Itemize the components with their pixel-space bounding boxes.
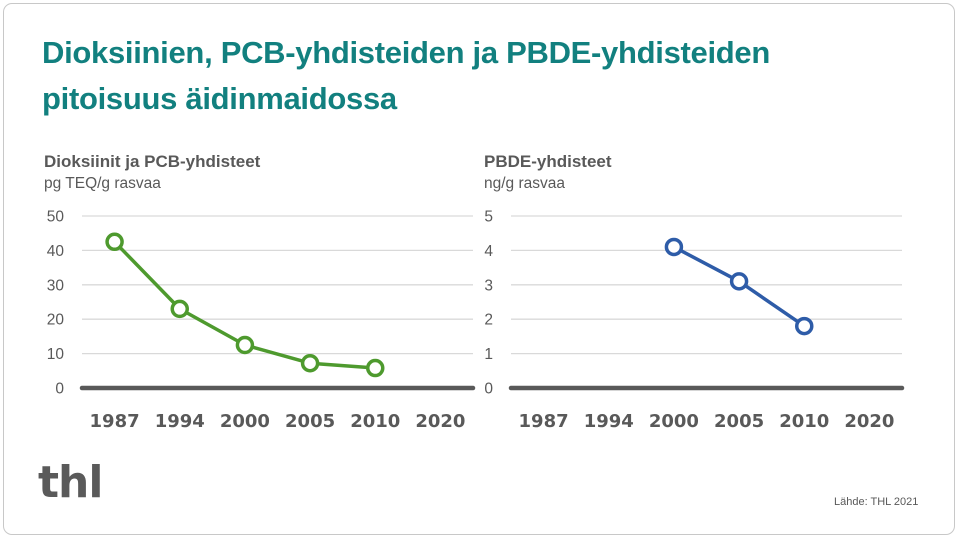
y-tick-label: 40 [47, 243, 65, 260]
right-chart-unit: ng/g rasvaa [484, 175, 565, 192]
x-tick-label: 1987 [90, 411, 140, 432]
data-point-marker [300, 353, 320, 373]
x-tick-label: 1987 [519, 411, 569, 432]
x-tick-label: 2020 [415, 411, 465, 432]
data-point-marker [366, 358, 385, 378]
title-line-2: pitoisuus äidinmaidossa [42, 81, 397, 116]
x-tick-label: 2000 [220, 411, 270, 432]
y-tick-label: 2 [484, 312, 493, 329]
title-line-1: Dioksiinien, PCB-yhdisteiden ja PBDE-yhd… [42, 35, 771, 70]
left-chart-heading: Dioksiinit ja PCB-yhdisteet [44, 152, 261, 171]
page-title: Dioksiinien, PCB-yhdisteiden ja PBDE-yhd… [42, 30, 922, 122]
x-tick-label: 2020 [844, 411, 894, 432]
source-note: Lähde: THL 2021 [834, 496, 919, 508]
x-tick-label: 2010 [350, 411, 400, 432]
x-tick-label: 2000 [649, 411, 699, 432]
data-point-marker [170, 299, 189, 319]
data-point-marker [795, 316, 814, 336]
data-point-marker [235, 335, 255, 355]
y-tick-label: 1 [484, 346, 493, 363]
x-tick-label: 1994 [584, 411, 634, 432]
right-chart-heading: PBDE-yhdisteet [484, 152, 612, 171]
right-line-chart: 0 1 2 3 4 5 1987 1994 2000 2005 2010 2020 [484, 209, 905, 432]
y-tick-label: 0 [484, 381, 493, 398]
y-tick-label: 50 [47, 209, 65, 226]
left-line-chart: 0 10 20 30 40 50 1987 1994 2000 2005 2010 2020 [47, 209, 476, 432]
left-chart-unit: pg TEQ/g rasvaa [44, 175, 161, 192]
x-tick-label: 2005 [285, 411, 335, 432]
data-point-marker [664, 237, 684, 257]
y-tick-label: 30 [47, 277, 65, 294]
y-tick-label: 0 [55, 381, 64, 398]
thl-logo: thl [38, 457, 103, 508]
y-tick-label: 4 [484, 243, 493, 260]
y-tick-label: 20 [47, 312, 65, 329]
data-point-marker [729, 272, 749, 291]
x-tick-label: 1994 [155, 411, 205, 432]
data-point-marker [105, 232, 124, 252]
x-tick-label: 2010 [779, 411, 829, 432]
slide-frame [3, 3, 955, 535]
y-tick-label: 5 [484, 209, 493, 226]
x-tick-label: 2005 [714, 411, 764, 432]
y-tick-label: 10 [47, 346, 65, 363]
y-tick-label: 3 [484, 277, 493, 294]
